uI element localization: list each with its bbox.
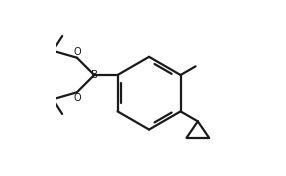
Text: O: O	[73, 93, 81, 103]
Text: B: B	[91, 70, 98, 80]
Text: O: O	[73, 47, 81, 57]
